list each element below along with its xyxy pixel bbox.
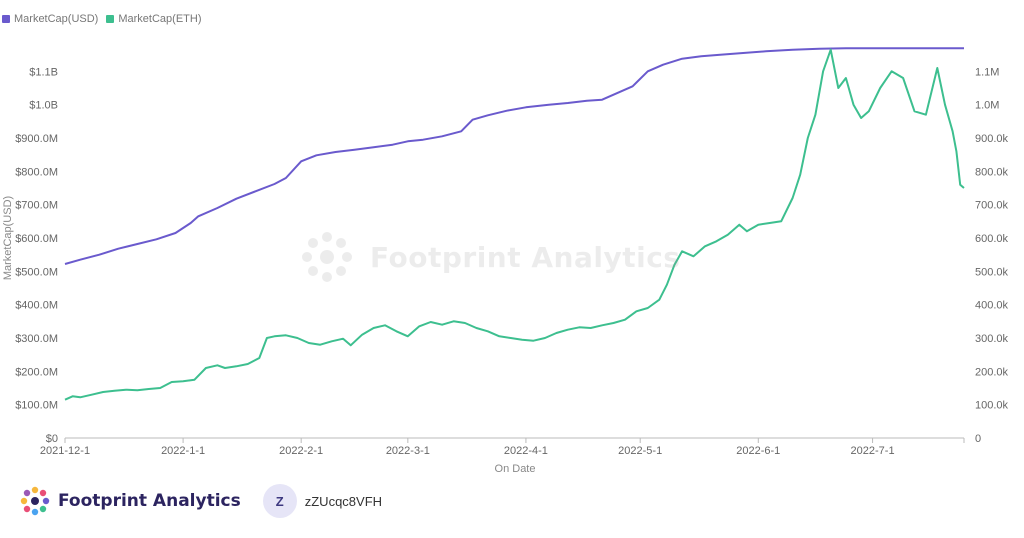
chart-legend: MarketCap(USD) MarketCap(ETH) (2, 13, 201, 25)
y-left-tick-label: $100.0M (15, 400, 58, 412)
y-right-tick-label: 500.0k (975, 266, 1009, 278)
x-tick-label: 2022-2-1 (279, 445, 323, 457)
y-right-tick-label: 100.0k (975, 400, 1009, 412)
x-tick-label: 2022-4-1 (504, 445, 548, 457)
y-right-tick-label: 1.0M (975, 100, 999, 112)
y-left-tick-label: $400.0M (15, 300, 58, 312)
user-badge[interactable]: Z zZUcqc8VFH (262, 484, 383, 518)
series-line-usd (64, 47, 964, 265)
y-left-tick-label: $200.0M (15, 366, 58, 378)
y-left-tick-label: $1.0B (29, 100, 58, 112)
y-right-tick-label: 0 (975, 433, 981, 445)
y-left-tick-label: $500.0M (15, 266, 58, 278)
legend-label-usd: MarketCap(USD) (14, 13, 99, 25)
y-left-tick-label: $800.0M (15, 166, 58, 178)
y-right-tick-label: 200.0k (975, 366, 1009, 378)
legend-label-eth: MarketCap(ETH) (118, 13, 202, 25)
legend-item-eth[interactable]: MarketCap(ETH) (106, 13, 201, 25)
y-left-tick-label: $900.0M (15, 133, 58, 145)
x-tick-label: 2022-6-1 (736, 445, 780, 457)
chart-axes: $0 $100.0M $200.0M $300.0M $400.0M $500.0M $60… (15, 66, 1008, 457)
y-right-tick-label: 600.0k (975, 233, 1009, 245)
y-axis-title: MarketCap(USD) (2, 196, 14, 280)
x-tick-label: 2021-12-1 (40, 445, 90, 457)
legend-swatch-usd (2, 15, 10, 23)
y-right-tick-label: 900.0k (975, 133, 1009, 145)
brand-logo-link[interactable]: Footprint Analytics (18, 484, 241, 518)
y-right-tick-label: 700.0k (975, 200, 1009, 212)
x-axis-title: On Date (495, 463, 536, 475)
y-left-tick-label: $700.0M (15, 200, 58, 212)
series-line-eth (64, 48, 965, 401)
avatar: Z (262, 484, 297, 518)
username: zZUcqc8VFH (304, 493, 383, 509)
x-tick-label: 2022-7-1 (851, 445, 895, 457)
y-left-tick-label: $0 (46, 433, 58, 445)
x-tick-label: 2022-1-1 (161, 445, 205, 457)
x-tick-label: 2022-3-1 (386, 445, 430, 457)
footer: Footprint Analytics Z zZUcqc8VFH (18, 484, 382, 518)
y-right-tick-label: 800.0k (975, 166, 1009, 178)
chart-series (64, 47, 965, 401)
y-right-tick-label: 1.1M (975, 66, 999, 78)
legend-item-usd[interactable]: MarketCap(USD) (2, 13, 98, 25)
y-right-tick-label: 400.0k (975, 300, 1009, 312)
y-right-tick-label: 300.0k (975, 333, 1009, 345)
footprint-logo-icon (20, 486, 50, 516)
y-left-tick-label: $1.1B (29, 66, 58, 78)
y-left-tick-label: $600.0M (15, 233, 58, 245)
brand-name: Footprint Analytics (58, 491, 241, 511)
y-left-tick-label: $300.0M (15, 333, 58, 345)
x-tick-label: 2022-5-1 (618, 445, 662, 457)
legend-swatch-eth (106, 15, 115, 23)
